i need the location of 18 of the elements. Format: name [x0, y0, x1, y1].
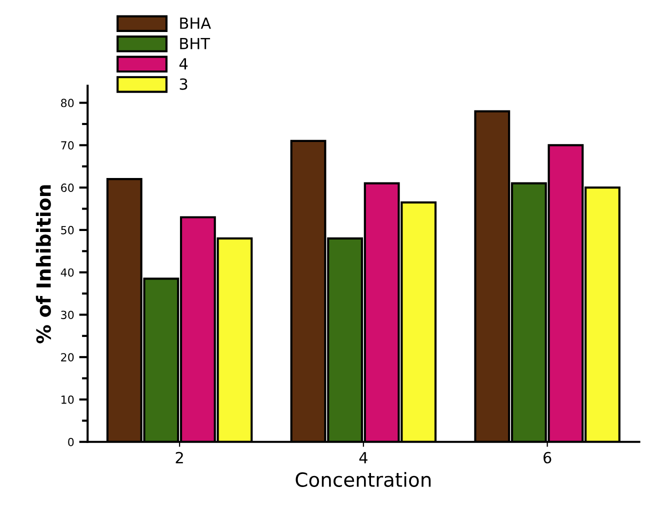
y-tick-label: 10 — [62, 395, 74, 404]
legend-label: BHA — [180, 18, 211, 29]
y-tick-label: 40 — [60, 268, 74, 277]
y-tick-label: 0 — [68, 438, 74, 446]
y-tick-label: 70 — [61, 141, 74, 150]
x-tick-label: 6 — [544, 452, 552, 464]
y-axis-title: % of Inhibition — [36, 185, 51, 344]
legend-label: 4 — [179, 58, 188, 70]
x-tick-label: 4 — [359, 452, 368, 464]
y-tick-label: 60 — [61, 184, 74, 192]
legend-label: BHT — [180, 38, 210, 50]
y-tick-label: 50 — [61, 226, 74, 234]
legend-label: 3 — [180, 78, 188, 90]
x-axis-title: Concentration — [296, 472, 431, 487]
y-tick-label: 30 — [61, 310, 74, 320]
y-tick-label: 80 — [61, 98, 74, 108]
y-tick-label: 20 — [61, 353, 74, 362]
x-tick-label: 2 — [176, 452, 183, 464]
